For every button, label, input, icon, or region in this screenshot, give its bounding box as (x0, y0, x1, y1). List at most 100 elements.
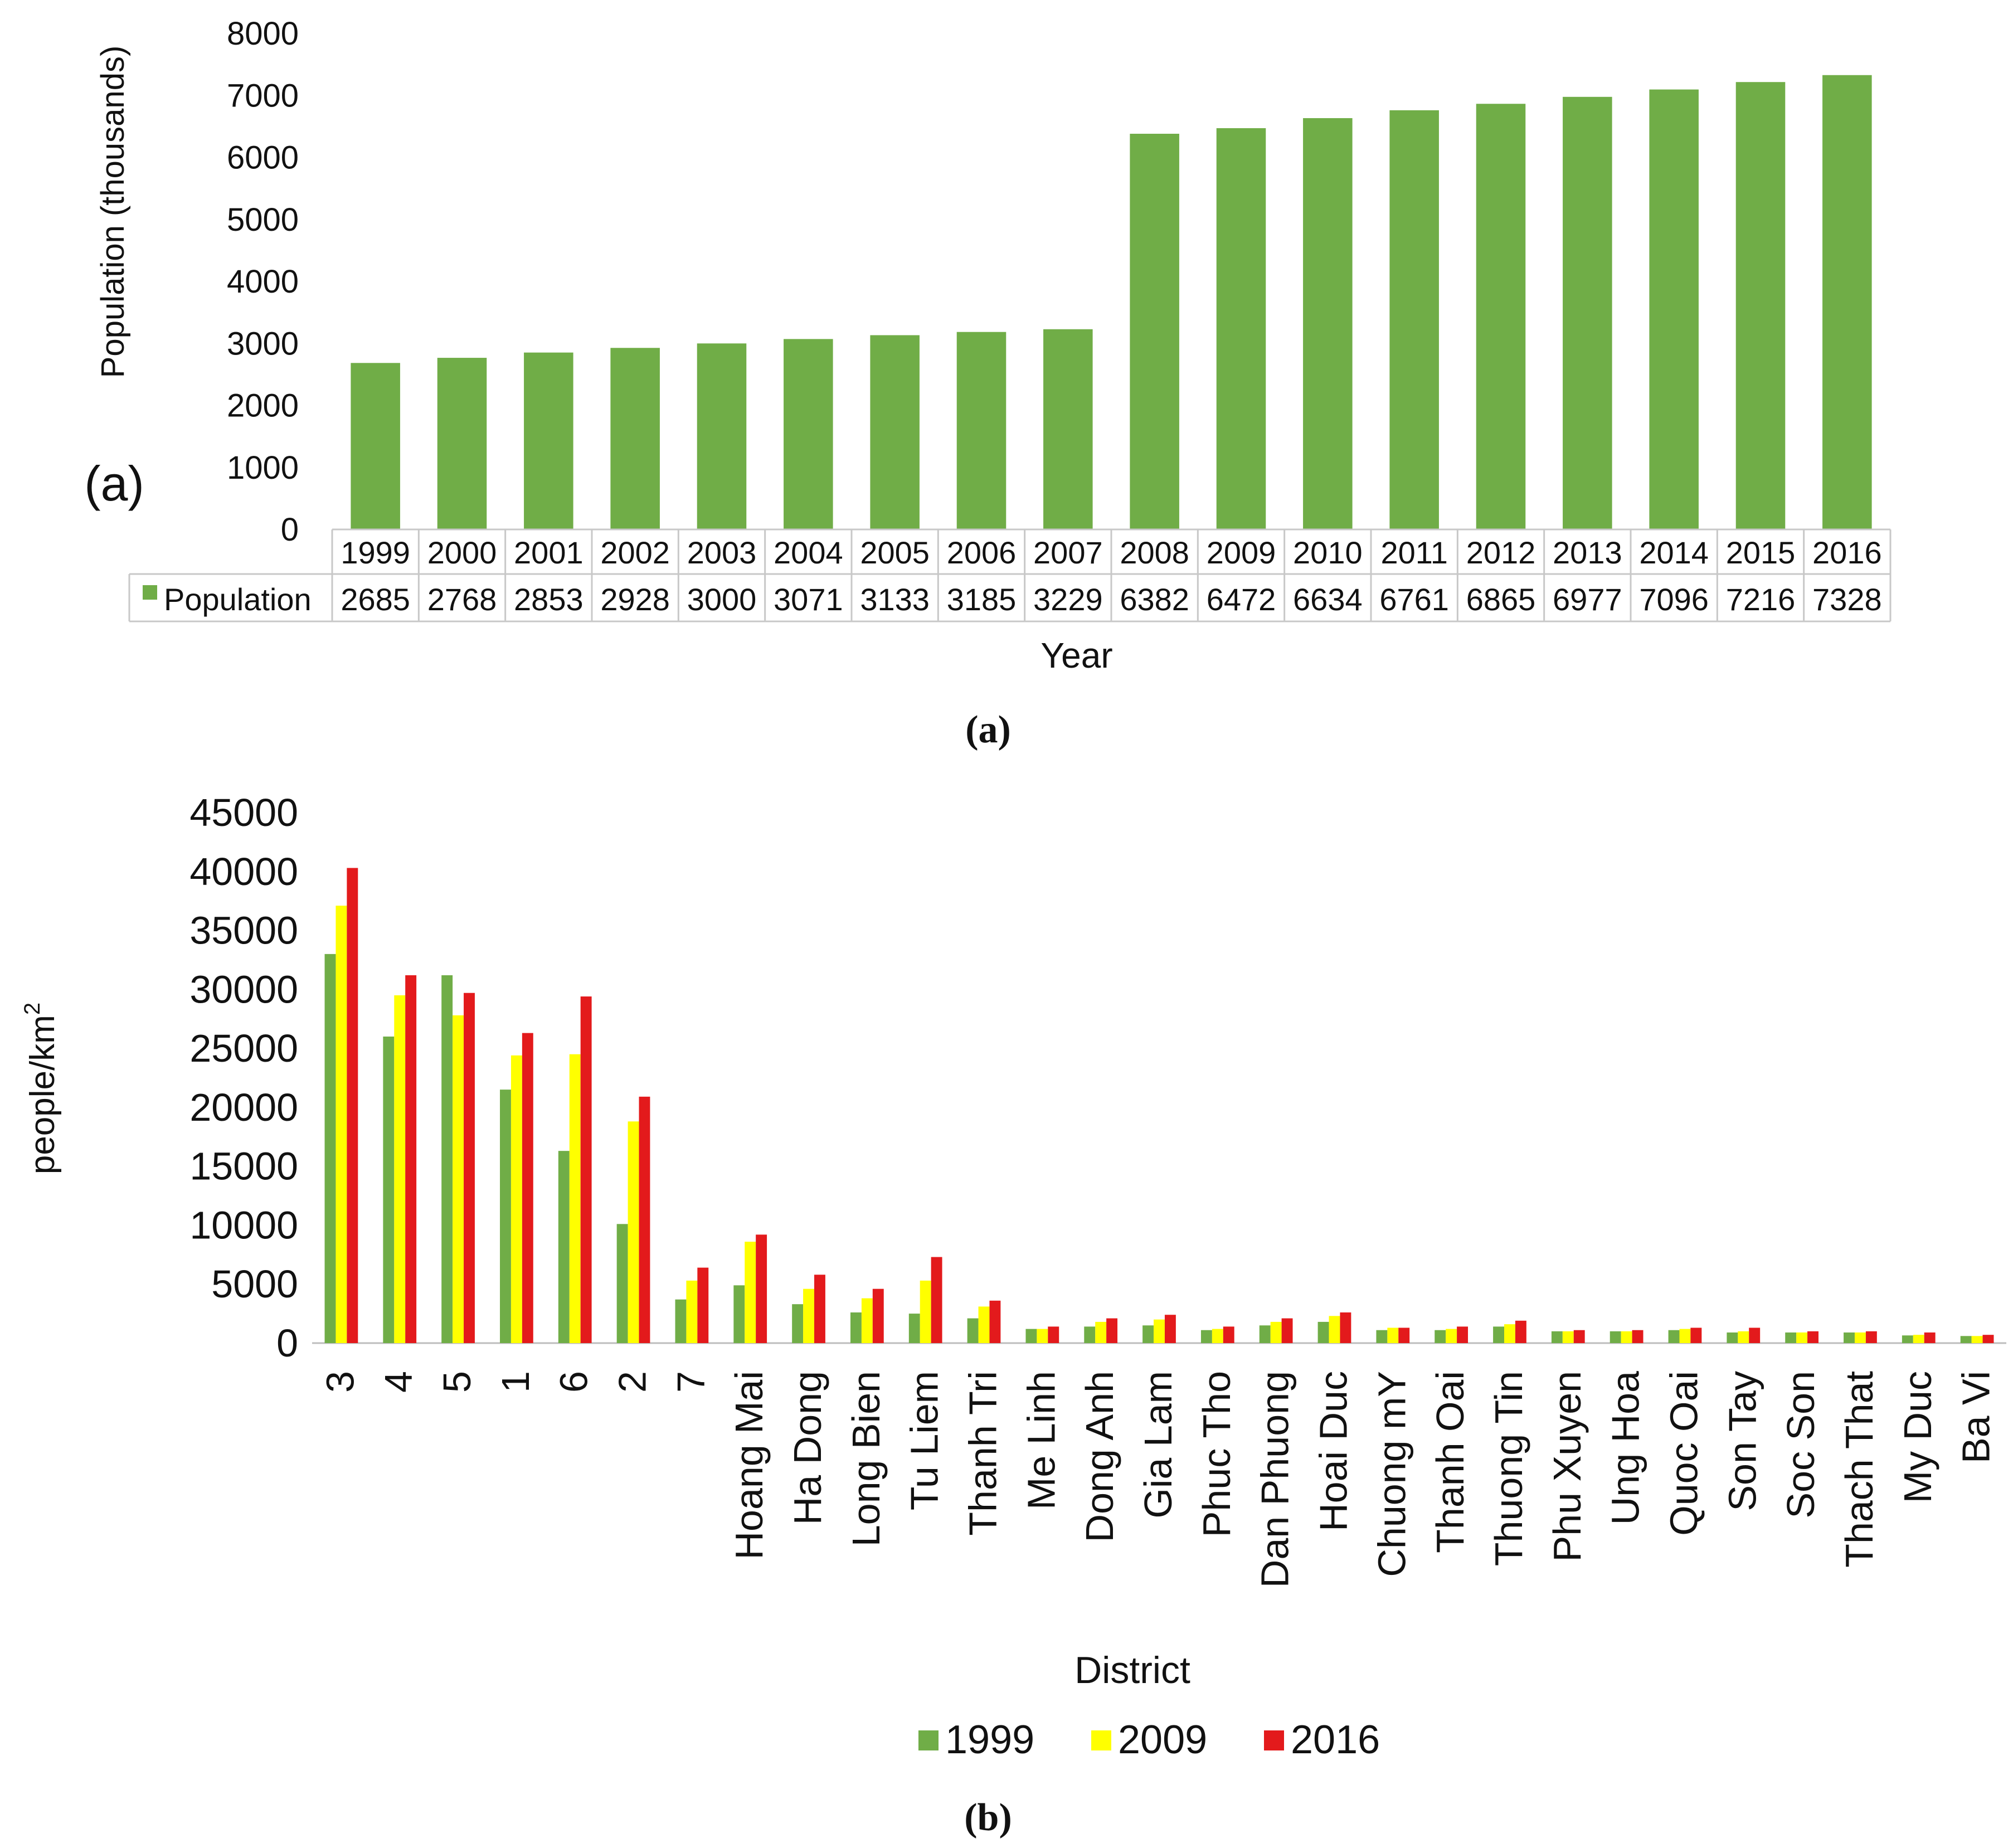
chart-b-y-tick-label: 5000 (211, 1262, 298, 1306)
chart-a-legend-label: Population (164, 582, 312, 617)
chart-a-data-label: 3185 (947, 582, 1017, 617)
chart-b-bar-1999 (1200, 1330, 1212, 1343)
chart-b-bar-2016 (1924, 1332, 1936, 1343)
chart-a-bar (1476, 104, 1526, 530)
chart-b-bar-2016 (1340, 1312, 1351, 1343)
chart-b-bar-2016 (1515, 1320, 1526, 1343)
caption-a: (a) (965, 708, 1011, 751)
chart-b-bar-2016 (1865, 1331, 1877, 1343)
chart-b-x-tick-label: Thanh Tri (961, 1371, 1005, 1536)
chart-b-bar-1999 (1902, 1335, 1913, 1343)
chart-b-bar-2016 (814, 1275, 825, 1343)
chart-b-bar-2016 (989, 1300, 1001, 1343)
chart-b-bar-2009 (686, 1280, 698, 1343)
chart-b-bar-2016 (1457, 1326, 1469, 1343)
chart-b-bar-2009 (628, 1121, 639, 1343)
chart-a-y-tick-label: 0 (281, 512, 299, 548)
chart-a-y-tick-label: 3000 (227, 325, 299, 362)
chart-b-bar-2009 (1037, 1329, 1048, 1343)
chart-b-y-axis-label-superscript: 2 (20, 1003, 45, 1015)
chart-b-x-tick-label: 7 (669, 1371, 712, 1393)
chart-b-bar-1999 (675, 1299, 687, 1343)
chart-b-x-tick-label: Tu Liem (903, 1371, 946, 1510)
chart-b-x-tick-label: Thach That (1837, 1371, 1881, 1568)
chart-b-bar-2016 (522, 1033, 533, 1343)
chart-b-bar-2016 (756, 1234, 767, 1343)
chart-b-x-tick-label: Hoang Mai (727, 1371, 771, 1560)
chart-b-bar-2009 (920, 1280, 931, 1343)
chart-b-bar-2016 (872, 1288, 884, 1343)
chart-b-x-tick-label: 4 (377, 1371, 420, 1393)
chart-a-y-tick-label: 5000 (227, 202, 299, 238)
chart-a-bar (437, 358, 487, 529)
chart-a-data-label: 3071 (774, 582, 843, 617)
chart-a-data-label: 7216 (1726, 582, 1796, 617)
chart-b-bar-2016 (1164, 1315, 1176, 1343)
chart-a-data-label: 6865 (1466, 582, 1536, 617)
chart-b-bar-1999 (1844, 1332, 1855, 1343)
chart-a-x-tick-label: 2009 (1207, 535, 1276, 570)
chart-b-bars (324, 868, 1994, 1343)
chart-b-bar-1999 (1142, 1325, 1154, 1343)
chart-b-bar-2009 (1679, 1329, 1691, 1343)
chart-a-panel-label: (a) (84, 456, 144, 511)
chart-b-bar-1999 (1317, 1321, 1329, 1343)
chart-a-bar (1735, 82, 1786, 530)
chart-a-x-tick-label: 2003 (687, 535, 757, 570)
chart-b-bar-2009 (569, 1054, 581, 1343)
chart-b-y-axis-label: people/km2 (20, 1003, 62, 1174)
chart-b-bar-1999 (792, 1304, 804, 1343)
chart-a-x-tick-label: 2014 (1639, 535, 1709, 570)
chart-b-y-tick-label: 20000 (189, 1086, 298, 1129)
chart-b-bar-2009 (1621, 1331, 1632, 1343)
chart-a-x-tick-label: 2015 (1726, 535, 1796, 570)
chart-b-bar-1999 (1084, 1326, 1096, 1343)
chart-b-x-tick-label: 2 (611, 1371, 654, 1393)
chart-a-bar (1649, 89, 1699, 529)
chart-b-bar-2016 (1106, 1318, 1118, 1343)
chart-b-y-tick-label: 15000 (189, 1145, 298, 1188)
chart-a-y-tick-label: 6000 (227, 140, 299, 176)
chart-b-bar-2016 (405, 975, 417, 1343)
chart-b-y-tick-label: 30000 (189, 967, 298, 1011)
chart-b-x-tick-label: Dan Phuong (1253, 1371, 1297, 1588)
chart-b-x-tick-label: Phu Xuyen (1545, 1371, 1589, 1562)
chart-b-legend-swatch-2009 (1091, 1730, 1111, 1750)
chart-b-bar-2016 (697, 1267, 709, 1343)
chart-b-bar-2009 (453, 1015, 464, 1343)
chart-b-bar-1999 (500, 1090, 511, 1343)
chart-b-bar-2009 (336, 906, 347, 1343)
chart-b-bar-1999 (441, 975, 453, 1343)
chart-a-x-tick-label: 2016 (1812, 535, 1882, 570)
chart-a-x-tick-label: 1999 (341, 535, 410, 570)
chart-b-y-ticks: 0 5000 10000 15000 20000 25000 30000 35000 40000… (189, 791, 298, 1365)
chart-b-x-tick-label: 5 (435, 1371, 479, 1393)
chart-a-bar (610, 348, 660, 529)
chart-b-bar-2016 (1048, 1326, 1059, 1343)
chart-a-data-label: 7096 (1639, 582, 1709, 617)
chart-b-bar-2016 (1573, 1330, 1585, 1343)
chart-a-y-tick-label: 2000 (227, 388, 299, 424)
chart-b-bar-2009 (1796, 1332, 1808, 1343)
chart-b-x-tick-label: Son Tay (1720, 1371, 1764, 1511)
chart-b-bar-2009 (1270, 1321, 1282, 1343)
chart-b-bar-1999 (850, 1312, 862, 1343)
chart-b-bar-2009 (745, 1242, 756, 1343)
chart-a-bar (524, 352, 573, 529)
chart-a-x-tick-label: 2005 (860, 535, 930, 570)
chart-b-x-tick-label: Long Bien (844, 1371, 888, 1547)
chart-a-bar (1822, 75, 1872, 529)
chart-b-bar-2016 (1690, 1327, 1702, 1343)
chart-b-bar-2009 (1446, 1329, 1457, 1343)
chart-b-bar-1999 (1376, 1330, 1388, 1343)
chart-b-bar-1999 (1493, 1326, 1505, 1343)
chart-b-bar-2016 (1982, 1335, 1994, 1343)
chart-b-bar-2009 (1738, 1331, 1749, 1343)
chart-a-data-label: 3229 (1033, 582, 1103, 617)
chart-a-x-tick-label: 2000 (427, 535, 497, 570)
chart-b-x-tick-label: Hoai Duc (1311, 1371, 1355, 1531)
chart-b-bar-2009 (861, 1298, 873, 1343)
chart-a-x-tick-label: 2007 (1033, 535, 1103, 570)
chart-b-bar-2009 (803, 1288, 814, 1343)
